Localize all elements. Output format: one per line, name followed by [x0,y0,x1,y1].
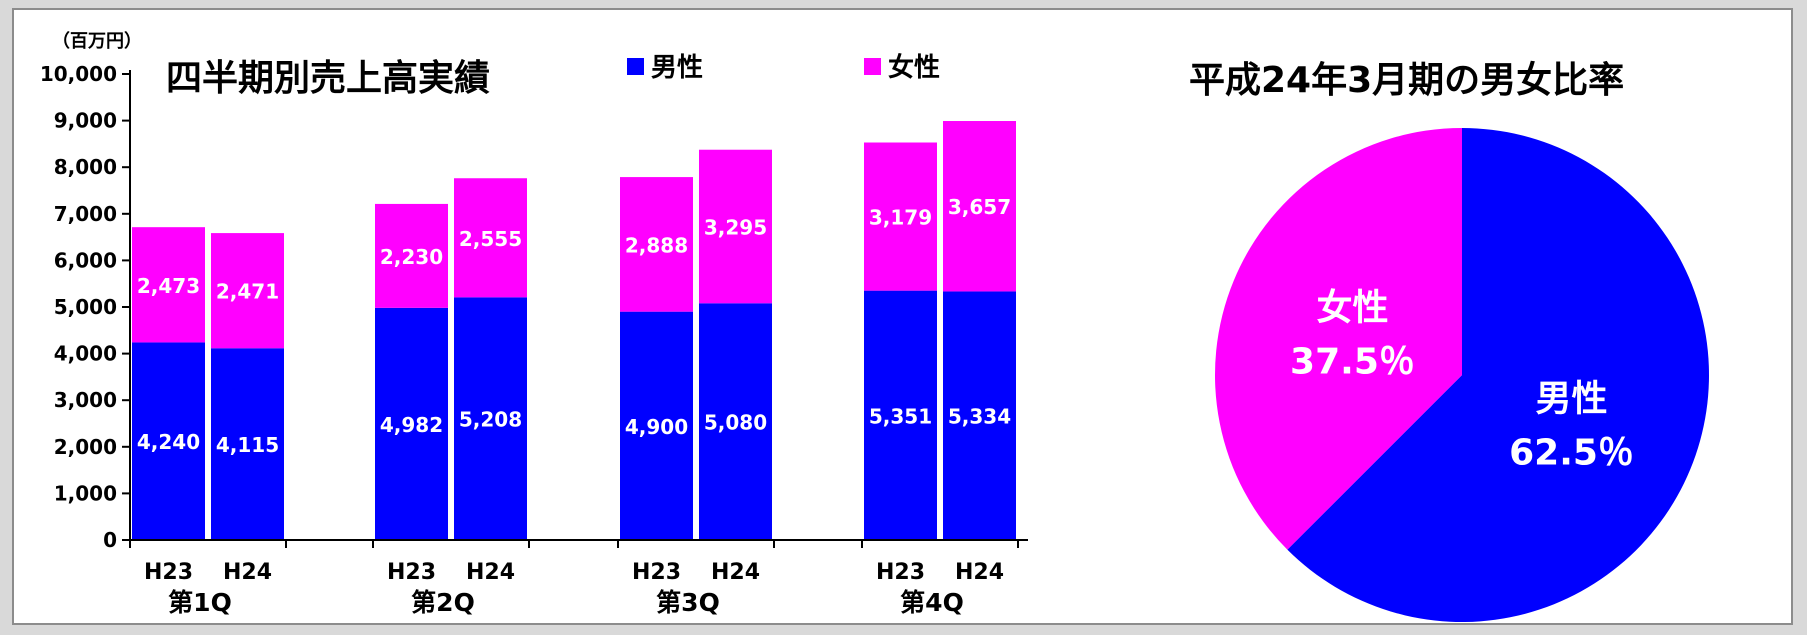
pie-chart: 平成24年3月期の男女比率 男性 62.5％ 女性 37.5％ [1189,60,1709,622]
x-group-label: 第3Q [656,588,720,617]
bar-segment-female [132,227,205,343]
bar-segment-male [132,342,205,540]
y-tick-label: 2,000 [54,435,117,459]
pie-slice-percent: 37.5％ [1290,342,1415,383]
y-tick-label: 3,000 [54,388,117,412]
data-label-female: 2,230 [380,245,443,269]
bar-segment-female [375,203,448,308]
y-tick-label: 0 [103,528,117,552]
x-category-label: H24 [711,560,760,585]
bars: 4,240 2,473 4,115 2,471 4,982 2,230 5,208 2,555… [132,121,1016,540]
data-label-male: 5,080 [704,411,767,435]
bar-segment-male [699,303,772,540]
legend-label: 男性 [651,53,703,83]
bar-segment-female [699,149,772,304]
x-category-label: H23 [144,560,193,585]
data-label-female: 3,179 [869,206,932,230]
charts-canvas: （百万円） 四半期別売上高実績 男性 女性 01,0002,0003,0004,0… [40,31,1709,622]
pie-labels: 男性 62.5％ 女性 37.5％ [1290,288,1634,474]
bar-segment-male [454,297,527,540]
data-label-male: 4,240 [137,430,200,454]
bar-segment-male [864,290,937,540]
pie-chart-title: 平成24年3月期の男女比率 [1189,60,1624,101]
legend-swatch [627,58,644,75]
data-label-female: 3,295 [704,215,767,239]
pie-slice [1287,128,1709,622]
legend-swatch [864,58,881,75]
data-label-male: 5,334 [948,405,1011,429]
y-axis-ticks: 0 1,000 2,000 3,000 4,000 5,000 6,000 7,000 8,00… [40,62,130,552]
y-tick-label: 8,000 [54,155,117,179]
y-tick-label: 5,000 [54,295,117,319]
bar-segment-male [375,307,448,540]
bar-segment-female [620,177,693,312]
bar-segment-male [943,291,1016,540]
data-label-male: 4,115 [216,433,279,457]
x-category-label: H23 [632,560,681,585]
x-group-label: 第4Q [900,588,964,617]
data-label-female: 2,888 [625,233,688,257]
x-category-label: H23 [876,560,925,585]
y-tick-label: 9,000 [54,109,117,133]
y-tick-label: 6,000 [54,248,117,272]
legend-label: 女性 [888,52,940,83]
data-label-female: 3,657 [948,195,1011,219]
y-tick-label: 1,000 [54,481,117,505]
chart-panel: （百万円） 四半期別売上高実績 男性 女性 0 1,000 2,000 3,000 4,0… [12,8,1793,625]
x-axis-labels: H23 H24 第1Q H23 H24 第2Q H23 H24 第3Q H23 H24 第4Q [129,540,1019,617]
bar-segment-female [943,121,1016,292]
bar-segment-female [211,233,284,349]
bar-segment-female [454,178,527,298]
x-category-label: H24 [955,560,1004,585]
y-tick-label: 7,000 [54,202,117,226]
data-label-female: 2,471 [216,280,279,304]
pie-slice-name: 男性 [1536,378,1608,419]
x-group-label: 第2Q [411,588,475,617]
x-category-label: H24 [223,560,272,585]
bar-segment-male [620,311,693,540]
data-label-male: 5,208 [459,408,522,432]
bar-segment-male [211,348,284,540]
data-label-male: 4,982 [380,413,443,437]
unit-label: （百万円） [52,31,142,52]
bar-segment-female [864,142,937,291]
data-label-female: 2,555 [459,227,522,251]
stacked-bar-chart: （百万円） 四半期別売上高実績 男性 女性 0 1,000 2,000 3,000 4,0… [40,31,1028,617]
y-tick-label: 4,000 [54,342,117,366]
pie-slice [1215,128,1462,550]
data-label-female: 2,473 [137,274,200,298]
legend: 男性 女性 [627,52,940,83]
data-label-male: 5,351 [869,404,932,428]
data-label-male: 4,900 [625,415,688,439]
bar-chart-title: 四半期別売上高実績 [166,58,490,99]
x-category-label: H24 [466,560,515,585]
y-tick-label: 10,000 [40,62,117,86]
pie-slice-name: 女性 [1316,288,1388,329]
pie-slice-percent: 62.5％ [1509,432,1634,473]
pie-slices [1215,128,1709,622]
x-group-label: 第1Q [168,588,232,617]
x-category-label: H23 [387,560,436,585]
